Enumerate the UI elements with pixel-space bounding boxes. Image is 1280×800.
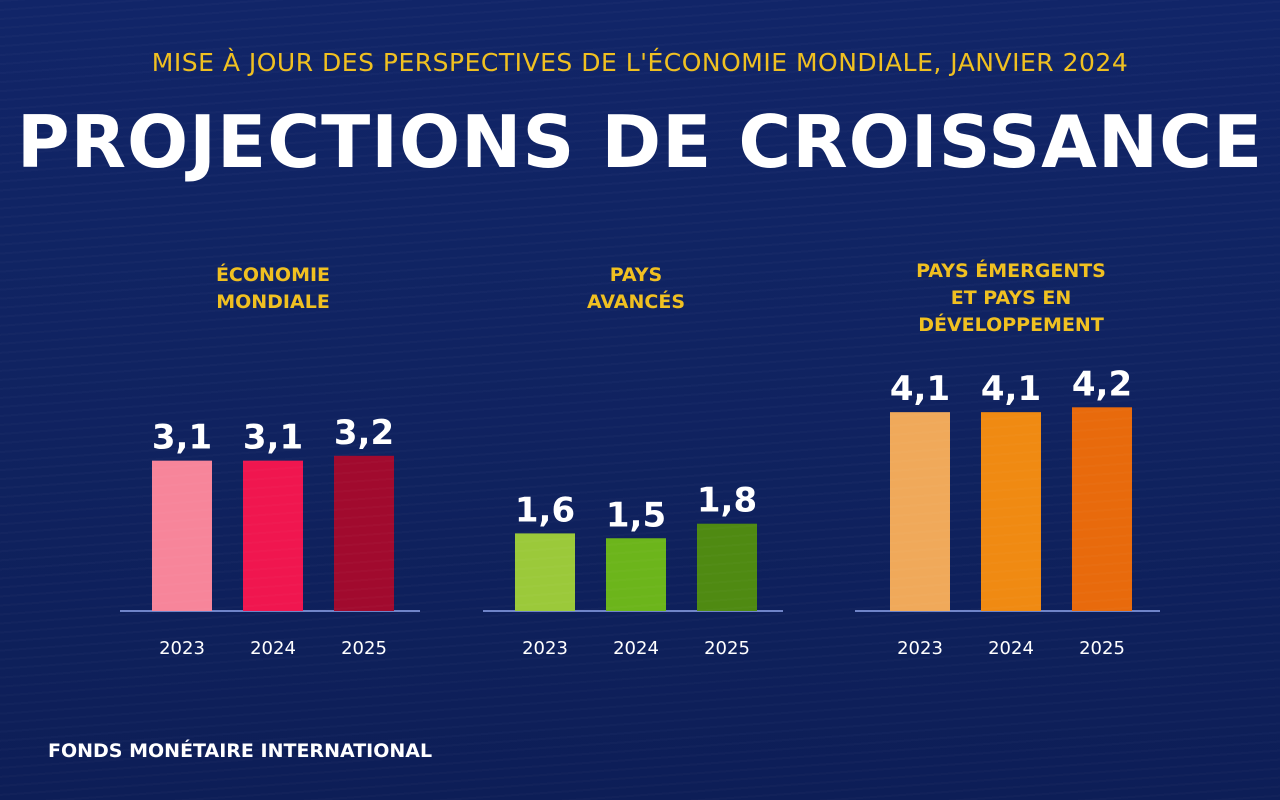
bar [606, 538, 666, 611]
value-label: 1,6 [515, 490, 575, 530]
value-label: 1,5 [606, 495, 666, 535]
subtitle: MISE À JOUR DES PERSPECTIVES DE L'ÉCONOM… [151, 48, 1129, 77]
bar [890, 412, 950, 611]
tick-label: 2023 [897, 638, 943, 659]
value-label: 4,1 [981, 369, 1041, 409]
group-title-line: DÉVELOPPEMENT [918, 313, 1104, 336]
group-title-line: ÉCONOMIE [216, 263, 330, 286]
value-label: 3,1 [243, 418, 303, 458]
value-label: 3,2 [334, 413, 394, 453]
tick-label: 2025 [704, 638, 750, 659]
source-label: FONDS MONÉTAIRE INTERNATIONAL [48, 740, 433, 762]
chart-economie-mondiale: ÉCONOMIE MONDIALE 3,1 2023 3,1 2024 3,2 2025 [120, 263, 420, 659]
group-title-line: PAYS ÉMERGENTS [916, 259, 1106, 282]
bar [697, 523, 757, 611]
bar [334, 455, 394, 611]
group-title-line: AVANCÉS [587, 290, 685, 313]
bar [981, 412, 1041, 611]
group-title-line: ET PAYS EN [951, 287, 1072, 309]
group-title-line: PAYS [610, 264, 663, 286]
tick-label: 2023 [522, 638, 568, 659]
group-title-line: MONDIALE [216, 291, 330, 313]
tick-label: 2024 [250, 638, 296, 659]
bar [152, 460, 212, 611]
value-label: 4,2 [1072, 364, 1132, 404]
value-label: 1,8 [697, 481, 757, 521]
tick-label: 2025 [1079, 638, 1125, 659]
tick-label: 2024 [988, 638, 1034, 659]
chart-pays-emergents: PAYS ÉMERGENTS ET PAYS EN DÉVELOPPEMENT 4,1… [855, 259, 1160, 659]
value-label: 3,1 [152, 418, 212, 458]
chart-pays-avances: PAYS AVANCÉS 1,6 2023 1,5 2024 1,8 2025 [483, 264, 783, 659]
value-label: 4,1 [890, 369, 950, 409]
bar [1072, 407, 1132, 611]
bar [243, 460, 303, 611]
tick-label: 2025 [341, 638, 387, 659]
bar [515, 533, 575, 611]
tick-label: 2023 [159, 638, 205, 659]
page-title: PROJECTIONS DE CROISSANCE [16, 100, 1264, 184]
tick-label: 2024 [613, 638, 659, 659]
